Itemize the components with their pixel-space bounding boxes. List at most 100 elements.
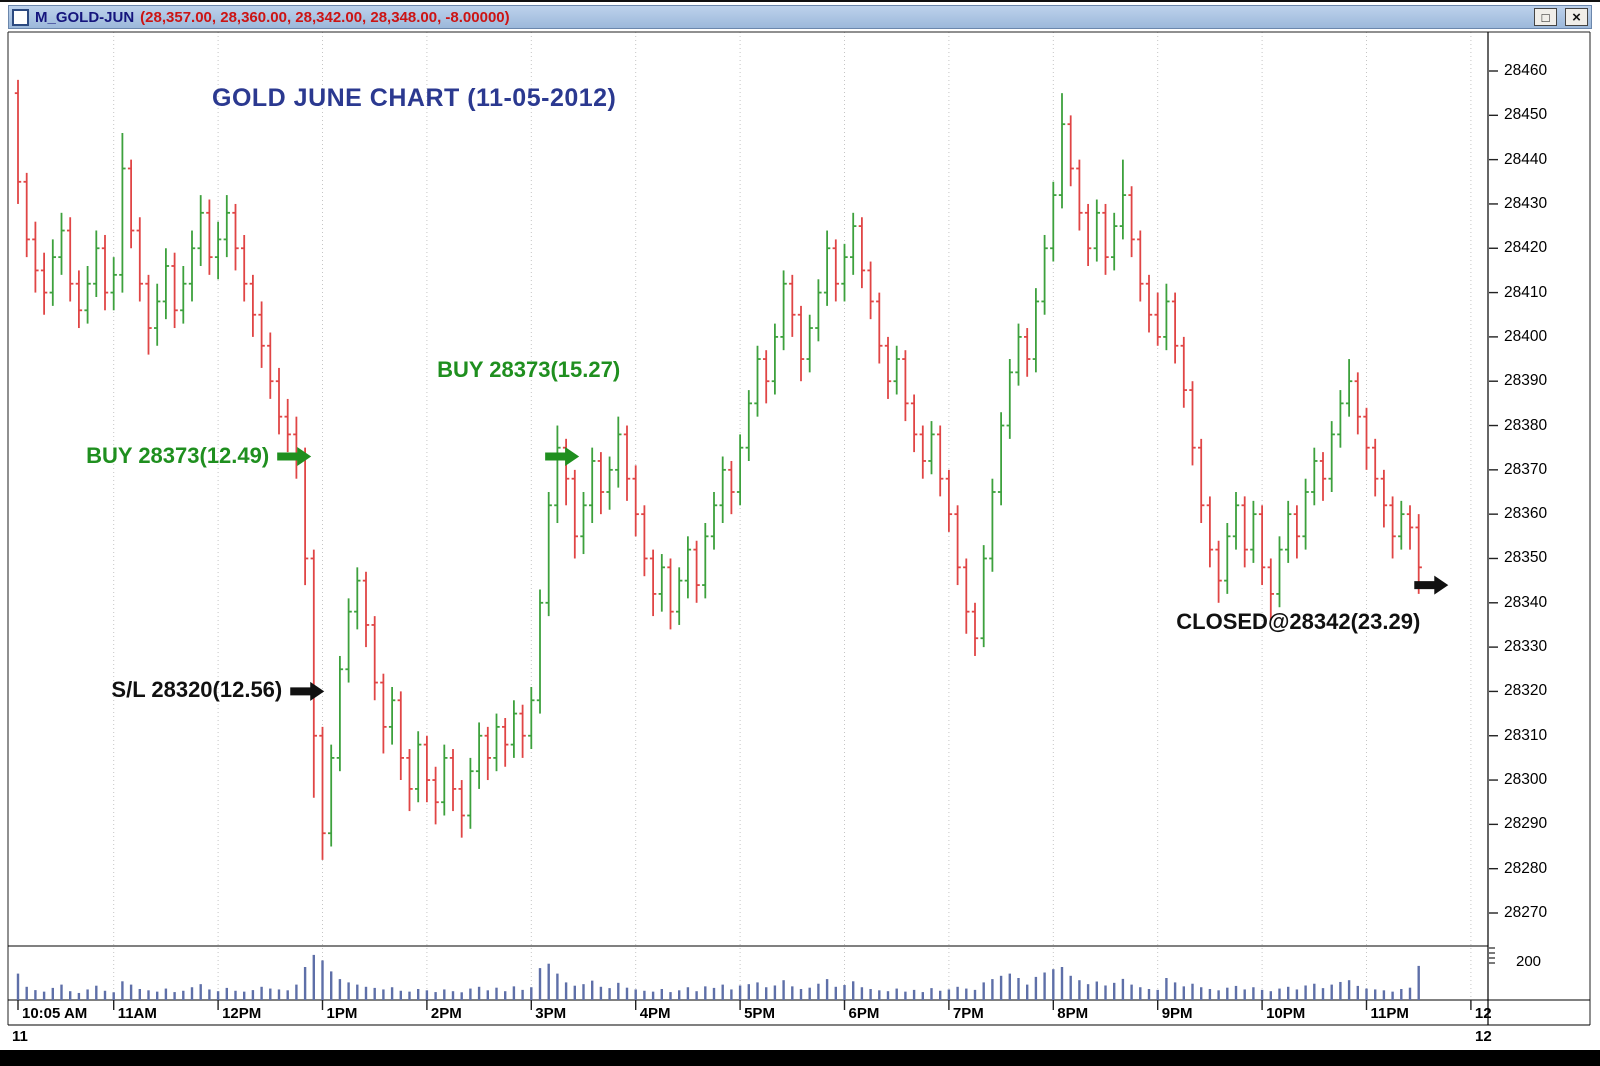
ohlc-bar — [467, 757, 474, 829]
volume-bar — [208, 989, 211, 1000]
ohlc-bar — [1276, 536, 1283, 608]
ohlc-bar — [623, 425, 631, 501]
ohlc-bar — [667, 558, 674, 630]
volume-bar — [791, 986, 794, 1000]
bottom-black-bar — [0, 1050, 1600, 1066]
ohlc-bar — [415, 731, 422, 803]
close-icon: × — [1572, 8, 1581, 26]
volume-bar — [904, 991, 907, 1000]
ohlc-bar — [301, 447, 309, 586]
ohlc-bar — [1067, 115, 1074, 187]
volume-bar — [1339, 981, 1342, 1000]
ohlc-bar — [388, 686, 396, 745]
ohlc-bar — [484, 726, 491, 781]
ohlc-bar — [406, 749, 413, 812]
ohlc-bar — [832, 239, 839, 302]
volume-bar — [538, 968, 542, 1000]
ohlc-bar — [58, 212, 65, 275]
volume-bar — [765, 987, 768, 1000]
volume-bar — [390, 987, 394, 1000]
ohlc-bar — [49, 239, 56, 306]
ohlc-bar — [1006, 359, 1013, 439]
volume-bar — [477, 986, 481, 1000]
ohlc-bar — [310, 549, 317, 798]
ohlc-bar — [1076, 159, 1083, 231]
ohlc-bar — [1102, 203, 1109, 275]
volume-bar — [1295, 989, 1299, 1000]
title-bar[interactable]: M_GOLD-JUN (28,357.00, 28,360.00, 28,342… — [8, 5, 1592, 29]
volume-bar — [460, 992, 463, 1000]
volume-bar — [973, 989, 977, 1000]
volume-bar — [112, 992, 115, 1000]
volume-bar — [686, 987, 690, 1000]
volume-bar — [999, 975, 1003, 1000]
volume-bar — [1234, 985, 1238, 1000]
ohlc-bar — [937, 425, 944, 497]
ohlc-bar — [197, 195, 204, 266]
ohlc-bar — [23, 172, 30, 258]
volume-bar — [782, 980, 785, 1000]
maximize-button[interactable]: □ — [1534, 8, 1557, 26]
volume-bar — [1069, 975, 1072, 1000]
ohlc-bar — [1041, 234, 1048, 315]
volume-bar — [1078, 980, 1081, 1000]
volume-bar — [773, 985, 777, 1000]
volume-bar — [251, 990, 255, 1000]
maximize-icon: □ — [1541, 9, 1550, 25]
volume-bar — [1052, 969, 1055, 1000]
ohlc-bar — [1119, 159, 1127, 240]
ohlc-bar — [93, 230, 100, 298]
volume-bar — [1147, 989, 1151, 1000]
volume-bar — [852, 981, 855, 1000]
ohlc-bar — [1406, 505, 1414, 550]
volume-bar — [625, 987, 629, 1000]
ohlc-bar — [1093, 199, 1100, 262]
volume-bar — [721, 984, 724, 1000]
volume-bar — [356, 984, 359, 1000]
volume-bar — [930, 988, 933, 1000]
volume-bar — [1156, 989, 1159, 1000]
volume-bar — [1060, 967, 1064, 1000]
ohlc-bar — [693, 540, 700, 603]
volume-bar — [1304, 985, 1307, 1000]
volume-bar — [60, 984, 63, 1000]
volume-bar — [1130, 984, 1133, 1000]
volume-bar — [286, 990, 289, 1000]
volume-bar — [86, 989, 89, 1000]
ohlc-bar — [997, 412, 1005, 506]
window-top-border — [0, 0, 1600, 2]
ohlc-bar — [1015, 323, 1022, 386]
volume-bar — [582, 984, 585, 1000]
close-button[interactable]: × — [1565, 8, 1588, 26]
ohlc-bar — [145, 274, 152, 355]
ohlc-bar — [101, 234, 109, 311]
ohlc-bar — [475, 722, 483, 789]
ohlc-bar — [1137, 230, 1144, 302]
volume-bar — [138, 989, 141, 1000]
volume-bar — [695, 991, 698, 1000]
ohlc-bar — [75, 270, 83, 329]
volume-bar — [869, 989, 872, 1000]
ohlc-bar — [32, 221, 39, 293]
volume-bar — [860, 987, 864, 1000]
ohlc-bar — [554, 425, 561, 524]
volume-bar — [1173, 982, 1177, 1000]
ohlc-bar — [1154, 292, 1161, 346]
volume-bar — [269, 988, 272, 1000]
buy-1-arrow-icon — [277, 447, 312, 467]
ohlc-bar — [345, 598, 352, 683]
ohlc-bar — [1206, 496, 1214, 568]
ohlc-bar — [1128, 186, 1135, 258]
volume-bar — [425, 990, 429, 1000]
ohlc-bar — [1302, 478, 1309, 550]
volume-bar — [1095, 981, 1098, 1000]
ohlc-bar — [319, 726, 326, 860]
ohlc-bar — [1189, 381, 1196, 466]
volume-bar — [330, 971, 333, 1000]
ohlc-bar — [1415, 514, 1422, 594]
volume-bar — [77, 992, 81, 1000]
volume-bar — [129, 984, 133, 1000]
volume-bar — [1408, 987, 1412, 1000]
ohlc-bar — [519, 704, 526, 758]
